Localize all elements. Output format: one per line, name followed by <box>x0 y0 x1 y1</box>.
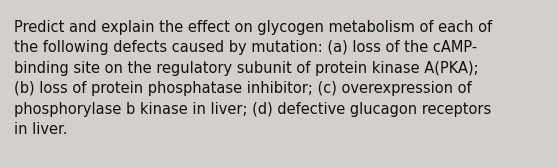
Text: Predict and explain the effect on glycogen metabolism of each of
the following d: Predict and explain the effect on glycog… <box>14 20 492 137</box>
